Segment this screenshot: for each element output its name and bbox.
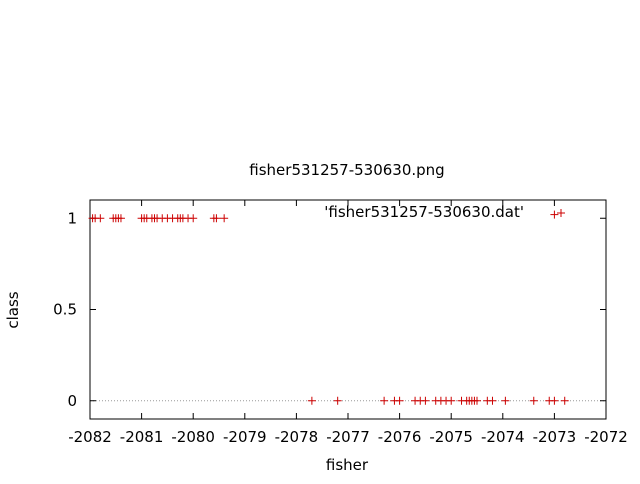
data-point bbox=[307, 396, 316, 405]
x-tick-label: -2077 bbox=[326, 428, 370, 446]
x-tick-label: -2073 bbox=[533, 428, 577, 446]
data-point bbox=[333, 396, 342, 405]
y-tick-label: 0 bbox=[67, 392, 77, 410]
legend: 'fisher531257-530630.dat' bbox=[324, 203, 565, 221]
data-point bbox=[212, 214, 221, 223]
x-tick-label: -2079 bbox=[223, 428, 267, 446]
marks-layer bbox=[88, 210, 569, 405]
data-point bbox=[473, 396, 481, 405]
x-tick-label: -2074 bbox=[481, 428, 525, 446]
data-point bbox=[380, 396, 389, 405]
ticks-layer: -2082 -2081 -2080 -2079 -2078 -2077 -2076 -2075… bbox=[53, 200, 628, 446]
data-point bbox=[116, 214, 125, 223]
y-tick-label: 0.5 bbox=[53, 301, 77, 319]
data-point bbox=[96, 214, 105, 223]
chart-title: fisher531257-530630.png bbox=[249, 161, 444, 179]
axes-layer bbox=[89, 199, 607, 420]
data-point bbox=[550, 396, 559, 405]
data-point bbox=[488, 396, 497, 405]
data-point bbox=[550, 210, 559, 219]
data-point bbox=[501, 396, 510, 405]
x-tick-label: -2078 bbox=[275, 428, 319, 446]
y-axis-label: class bbox=[4, 291, 22, 328]
x-tick-label: -2082 bbox=[68, 428, 112, 446]
plot-frame bbox=[89, 199, 607, 420]
x-tick-label: -2076 bbox=[378, 428, 422, 446]
data-point bbox=[220, 214, 229, 223]
legend-marker-plus bbox=[557, 209, 565, 217]
data-point bbox=[189, 214, 198, 223]
data-point bbox=[447, 396, 456, 405]
legend-label: 'fisher531257-530630.dat' bbox=[324, 203, 524, 221]
x-tick-label: -2072 bbox=[584, 428, 628, 446]
data-point bbox=[529, 396, 538, 405]
legend-marker bbox=[557, 209, 565, 217]
x-tick-label: -2080 bbox=[171, 428, 215, 446]
data-point bbox=[560, 396, 569, 405]
x-axis-label: fisher bbox=[326, 456, 369, 474]
data-point bbox=[421, 396, 430, 405]
x-tick-label: -2075 bbox=[429, 428, 473, 446]
data-point bbox=[395, 396, 404, 405]
y-tick-label: 1 bbox=[67, 209, 77, 227]
x-tick-label: -2081 bbox=[120, 428, 164, 446]
